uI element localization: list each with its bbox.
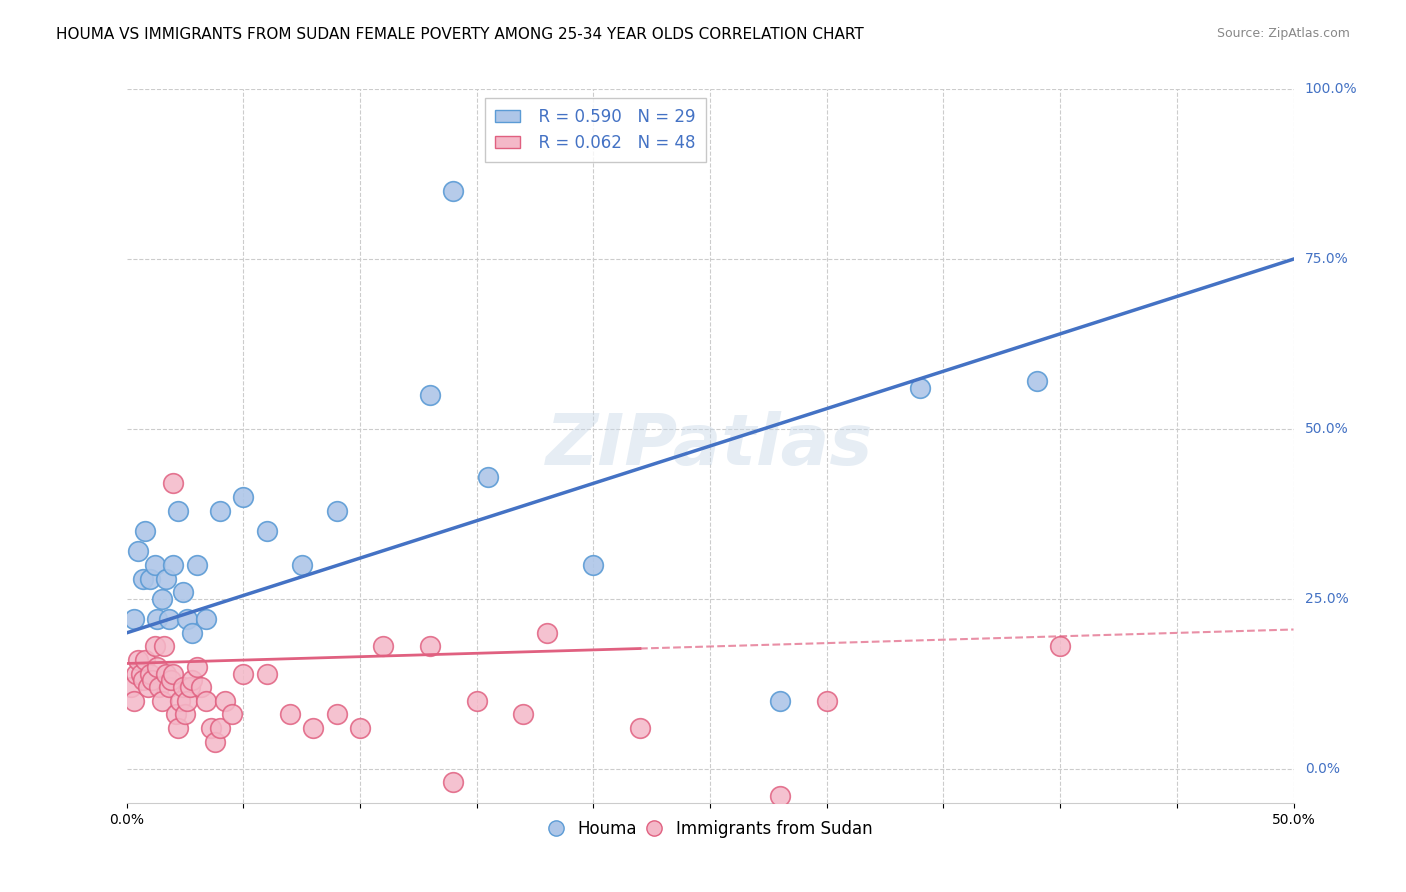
Point <box>129 666 152 681</box>
Point <box>628 721 651 735</box>
Point <box>208 721 231 735</box>
Point <box>256 666 278 681</box>
Point <box>325 707 347 722</box>
Point <box>169 694 191 708</box>
Point <box>256 524 278 538</box>
Point <box>165 707 187 722</box>
Point <box>221 707 243 722</box>
Legend: Houma, Immigrants from Sudan: Houma, Immigrants from Sudan <box>541 814 879 845</box>
Point <box>127 544 149 558</box>
Point <box>769 789 792 803</box>
Point <box>139 666 162 681</box>
Text: ZIPatlas: ZIPatlas <box>547 411 873 481</box>
Text: 25.0%: 25.0% <box>1305 592 1348 606</box>
Point <box>162 666 184 681</box>
Point <box>204 734 226 748</box>
Point <box>194 694 217 708</box>
Point <box>160 673 183 688</box>
Point <box>373 640 395 654</box>
Point <box>419 388 441 402</box>
Point <box>125 666 148 681</box>
Point <box>349 721 371 735</box>
Point <box>139 572 162 586</box>
Text: 100.0%: 100.0% <box>1305 82 1357 96</box>
Point <box>278 707 301 722</box>
Point <box>186 558 208 572</box>
Point <box>146 660 169 674</box>
Point <box>143 640 166 654</box>
Point <box>176 694 198 708</box>
Point <box>150 694 173 708</box>
Point <box>146 612 169 626</box>
Text: 75.0%: 75.0% <box>1305 252 1348 266</box>
Point <box>143 558 166 572</box>
Point <box>120 680 142 694</box>
Point <box>155 666 177 681</box>
Point <box>769 694 792 708</box>
Point <box>441 775 464 789</box>
Point <box>180 626 202 640</box>
Point <box>122 612 145 626</box>
Point <box>167 503 190 517</box>
Point <box>908 381 931 395</box>
Point <box>157 612 180 626</box>
Point <box>153 640 176 654</box>
Point <box>134 653 156 667</box>
Point <box>419 640 441 654</box>
Text: HOUMA VS IMMIGRANTS FROM SUDAN FEMALE POVERTY AMONG 25-34 YEAR OLDS CORRELATION : HOUMA VS IMMIGRANTS FROM SUDAN FEMALE PO… <box>56 27 865 42</box>
Point <box>190 680 212 694</box>
Point <box>302 721 325 735</box>
Point <box>162 476 184 491</box>
Point <box>232 666 254 681</box>
Point <box>127 653 149 667</box>
Point <box>167 721 190 735</box>
Point <box>477 469 499 483</box>
Point <box>150 591 173 606</box>
Point <box>208 503 231 517</box>
Point <box>132 572 155 586</box>
Point <box>180 673 202 688</box>
Point <box>148 680 170 694</box>
Point <box>325 503 347 517</box>
Point <box>200 721 222 735</box>
Point <box>214 694 236 708</box>
Point <box>536 626 558 640</box>
Point <box>179 680 201 694</box>
Point <box>176 612 198 626</box>
Point <box>1049 640 1071 654</box>
Point <box>172 585 194 599</box>
Point <box>162 558 184 572</box>
Point <box>194 612 217 626</box>
Point <box>582 558 605 572</box>
Point <box>174 707 197 722</box>
Point <box>157 680 180 694</box>
Point <box>290 558 312 572</box>
Text: 0.0%: 0.0% <box>1305 762 1340 776</box>
Point <box>465 694 488 708</box>
Point <box>132 673 155 688</box>
Text: Source: ZipAtlas.com: Source: ZipAtlas.com <box>1216 27 1350 40</box>
Point <box>1025 375 1047 389</box>
Point <box>512 707 534 722</box>
Point <box>136 680 159 694</box>
Point <box>172 680 194 694</box>
Point <box>122 694 145 708</box>
Point <box>141 673 163 688</box>
Point <box>232 490 254 504</box>
Point <box>815 694 838 708</box>
Point <box>186 660 208 674</box>
Point <box>441 184 464 198</box>
Text: 50.0%: 50.0% <box>1305 422 1348 436</box>
Point <box>134 524 156 538</box>
Point <box>155 572 177 586</box>
